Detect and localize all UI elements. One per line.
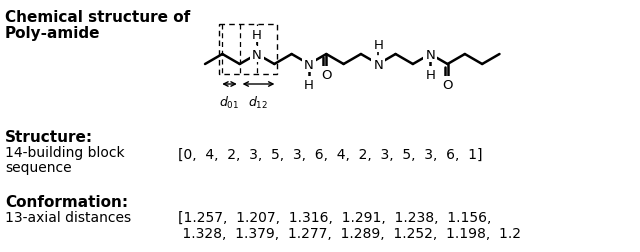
Text: N: N: [373, 58, 383, 71]
Text: O: O: [442, 78, 452, 91]
Text: H: H: [425, 68, 435, 81]
Text: H: H: [373, 38, 383, 51]
Text: 14-building block: 14-building block: [5, 145, 125, 159]
Text: H: H: [304, 78, 314, 91]
Text: sequence: sequence: [5, 160, 72, 174]
Text: Conformation:: Conformation:: [5, 194, 128, 209]
Text: [1.257,  1.207,  1.316,  1.291,  1.238,  1.156,: [1.257, 1.207, 1.316, 1.291, 1.238, 1.15…: [178, 210, 492, 224]
Text: [0,  4,  2,  3,  5,  3,  6,  4,  2,  3,  5,  3,  6,  1]: [0, 4, 2, 3, 5, 3, 6, 4, 2, 3, 5, 3, 6, …: [178, 147, 483, 161]
Text: N: N: [252, 48, 262, 61]
Text: Structure:: Structure:: [5, 130, 93, 144]
Text: Chemical structure of: Chemical structure of: [5, 10, 190, 25]
Text: O: O: [321, 68, 332, 81]
Text: H: H: [252, 28, 262, 41]
Text: N: N: [304, 58, 314, 71]
Text: $d_{01}$: $d_{01}$: [220, 94, 239, 111]
Text: Poly-amide: Poly-amide: [5, 26, 100, 41]
Text: $d_{12}$: $d_{12}$: [248, 94, 269, 111]
Text: 1.328,  1.379,  1.277,  1.289,  1.252,  1.198,  1.2: 1.328, 1.379, 1.277, 1.289, 1.252, 1.198…: [178, 226, 521, 240]
Text: N: N: [426, 48, 435, 61]
Text: 13-axial distances: 13-axial distances: [5, 210, 131, 224]
